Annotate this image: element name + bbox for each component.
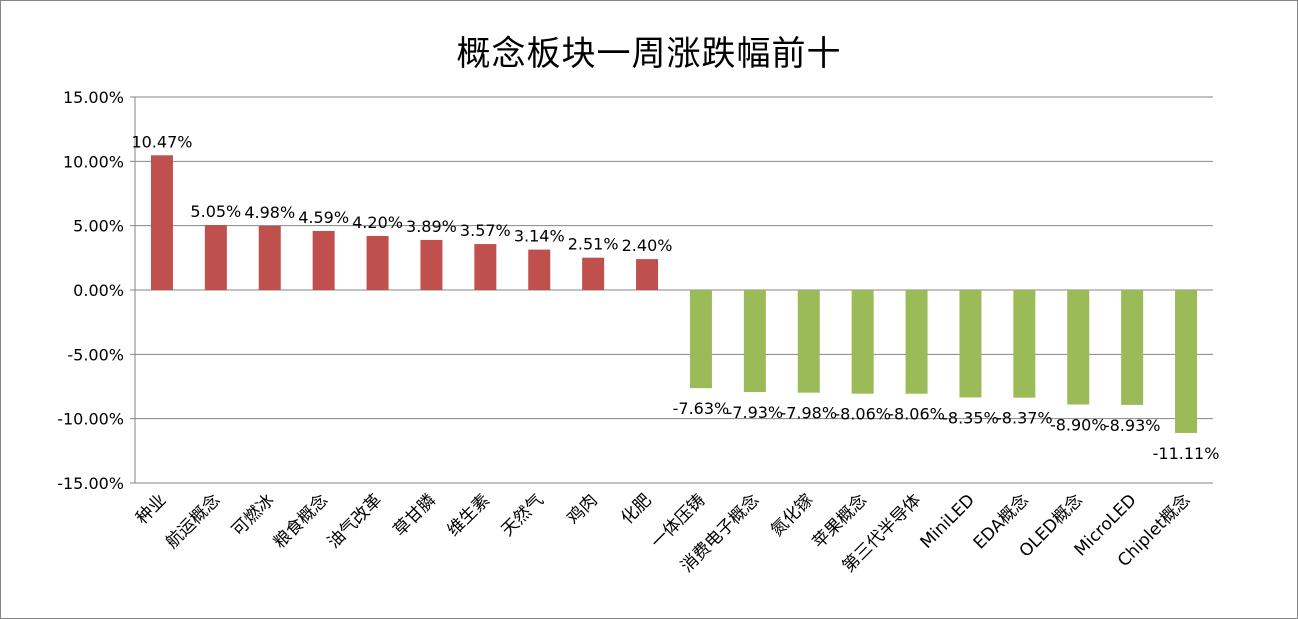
data-label: -8.37% <box>996 409 1053 428</box>
bar <box>204 225 227 290</box>
y-tick-label: -15.00% <box>57 474 124 493</box>
x-tick-label: 鸡肉 <box>564 490 602 528</box>
x-tick-label: 氮化镓 <box>767 490 817 540</box>
y-axis-ticks: 15.00% 10.00% 5.00% 0.00% -5.00% -10.00% -15.0… <box>57 88 124 493</box>
y-tick-label: 10.00% <box>63 152 124 171</box>
bar <box>797 290 820 393</box>
data-labels: 10.47% 5.05% 4.98% 4.59% 4.20% 3.89% 3.57% 3.14… <box>131 132 1219 463</box>
data-label: -7.63% <box>673 399 730 418</box>
x-tick-label: 化肥 <box>617 490 655 528</box>
bar <box>1013 290 1036 398</box>
bar <box>1067 290 1090 405</box>
data-label: 2.40% <box>622 236 673 255</box>
data-label: 3.57% <box>460 221 511 240</box>
bar <box>905 290 928 394</box>
bar <box>150 155 173 290</box>
chart-title: 概念板块一周涨跌幅前十 <box>456 34 842 74</box>
bar <box>258 225 281 290</box>
x-tick-label: 维生素 <box>444 490 494 540</box>
data-label: -8.93% <box>1104 416 1161 435</box>
data-label: 4.98% <box>244 203 295 222</box>
y-tick-label: 5.00% <box>73 217 124 236</box>
data-label: 10.47% <box>131 132 192 151</box>
x-tick-label: 航运概念 <box>161 490 224 553</box>
bar <box>474 244 497 290</box>
bar <box>851 290 874 394</box>
bar <box>312 230 335 290</box>
data-label: -8.35% <box>942 408 999 427</box>
x-tick-label: 油气改革 <box>324 490 386 552</box>
y-tick-label: -10.00% <box>57 410 124 429</box>
x-tick-label: 种业 <box>132 490 170 528</box>
bar <box>366 235 389 290</box>
x-tick-label: MiniLED <box>917 490 979 552</box>
data-label: -8.90% <box>1050 416 1107 435</box>
data-label: 3.89% <box>406 217 457 236</box>
x-tick-label: 可燃冰 <box>228 490 278 540</box>
data-label: 4.20% <box>352 213 403 232</box>
data-label: -7.93% <box>727 403 784 422</box>
data-label: 2.51% <box>568 235 619 254</box>
data-label: -7.98% <box>780 404 837 423</box>
y-tick-label: -5.00% <box>67 345 124 364</box>
bar <box>689 290 712 389</box>
y-tick-label: 0.00% <box>73 281 124 300</box>
bar <box>959 290 982 398</box>
data-label: -8.06% <box>834 405 891 424</box>
bar <box>1121 290 1144 405</box>
data-label: 3.14% <box>514 227 565 246</box>
bar <box>528 249 551 290</box>
x-tick-label: 天然气 <box>498 490 548 540</box>
data-label: 5.05% <box>190 202 241 221</box>
x-tick-label: 草甘膦 <box>390 490 440 540</box>
bars <box>150 155 1198 433</box>
data-label: -8.06% <box>888 405 945 424</box>
data-label: -11.11% <box>1153 444 1220 463</box>
bar <box>420 239 443 290</box>
x-tick-label: 粮食概念 <box>269 490 332 553</box>
bar <box>636 259 659 290</box>
y-tick-label: 15.00% <box>63 88 124 107</box>
bar <box>743 290 766 393</box>
bar <box>1175 290 1198 433</box>
data-label: 4.59% <box>298 208 349 227</box>
bar <box>582 257 605 290</box>
